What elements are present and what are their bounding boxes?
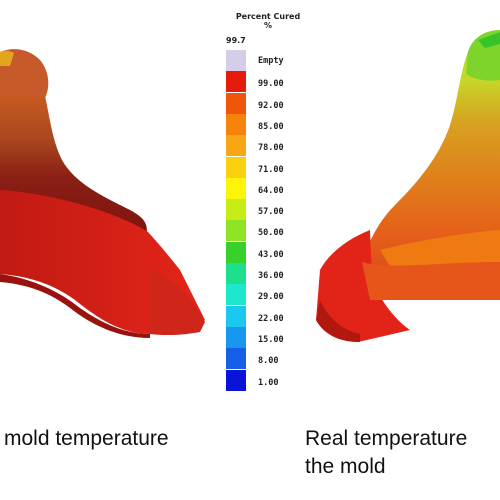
legend-label: 92.00 bbox=[258, 100, 284, 111]
legend-swatch bbox=[226, 113, 246, 135]
right-caption-line1: Real temperature bbox=[305, 427, 468, 450]
right-lower-body bbox=[362, 262, 500, 300]
legend-label: 8.00 bbox=[258, 356, 279, 367]
right-flange-inner bbox=[316, 300, 360, 342]
legend-swatch bbox=[226, 156, 246, 178]
legend-label: 15.00 bbox=[258, 334, 284, 345]
legend-label: 36.00 bbox=[258, 271, 284, 281]
right-flange bbox=[316, 230, 410, 342]
legend-label: 1.00 bbox=[258, 377, 279, 388]
left-flange-lip bbox=[150, 268, 205, 336]
legend-label: 78.00 bbox=[258, 143, 284, 154]
legend-title: Percent Cured bbox=[235, 12, 301, 21]
legend-unit: % bbox=[263, 21, 272, 30]
legend-swatch bbox=[226, 348, 246, 370]
legend-swatch bbox=[226, 284, 246, 306]
legend-swatch bbox=[226, 199, 246, 221]
legend-label: 43.00 bbox=[258, 249, 284, 260]
right-knob-rim bbox=[478, 32, 500, 48]
legend-label: 71.00 bbox=[258, 164, 284, 175]
right-bell-body bbox=[362, 30, 500, 300]
legend-swatch bbox=[226, 369, 246, 391]
left-flange-inner bbox=[0, 274, 150, 338]
legend-label: 57.00 bbox=[258, 207, 284, 218]
right-cure-simulation-render bbox=[316, 30, 500, 342]
legend-swatch bbox=[226, 220, 246, 242]
left-cure-simulation-render bbox=[0, 49, 205, 338]
legend-label: 22.00 bbox=[258, 313, 284, 324]
legend-swatch bbox=[226, 305, 246, 327]
legend-label: 64.00 bbox=[258, 185, 284, 196]
legend-label: 29.00 bbox=[258, 292, 284, 303]
legend-swatch bbox=[226, 92, 246, 114]
left-top-knob bbox=[0, 49, 49, 98]
legend-label: 85.00 bbox=[258, 121, 284, 132]
legend-swatch bbox=[226, 71, 246, 93]
right-caption-line2: the mold bbox=[305, 455, 386, 478]
legend-swatch bbox=[226, 263, 246, 284]
legend-max-value: 99.7 bbox=[226, 36, 246, 45]
left-knob-hotspot bbox=[0, 50, 14, 66]
legend-label: 99.00 bbox=[258, 79, 284, 90]
left-caption: mold temperature bbox=[4, 427, 169, 450]
legend-swatch bbox=[226, 241, 246, 263]
legend-label: 50.00 bbox=[258, 228, 284, 239]
legend-label: Empty bbox=[258, 56, 284, 66]
legend-swatch bbox=[226, 50, 246, 71]
legend-swatch bbox=[226, 135, 246, 157]
legend-swatch bbox=[226, 177, 246, 199]
legend-swatch bbox=[226, 326, 246, 348]
